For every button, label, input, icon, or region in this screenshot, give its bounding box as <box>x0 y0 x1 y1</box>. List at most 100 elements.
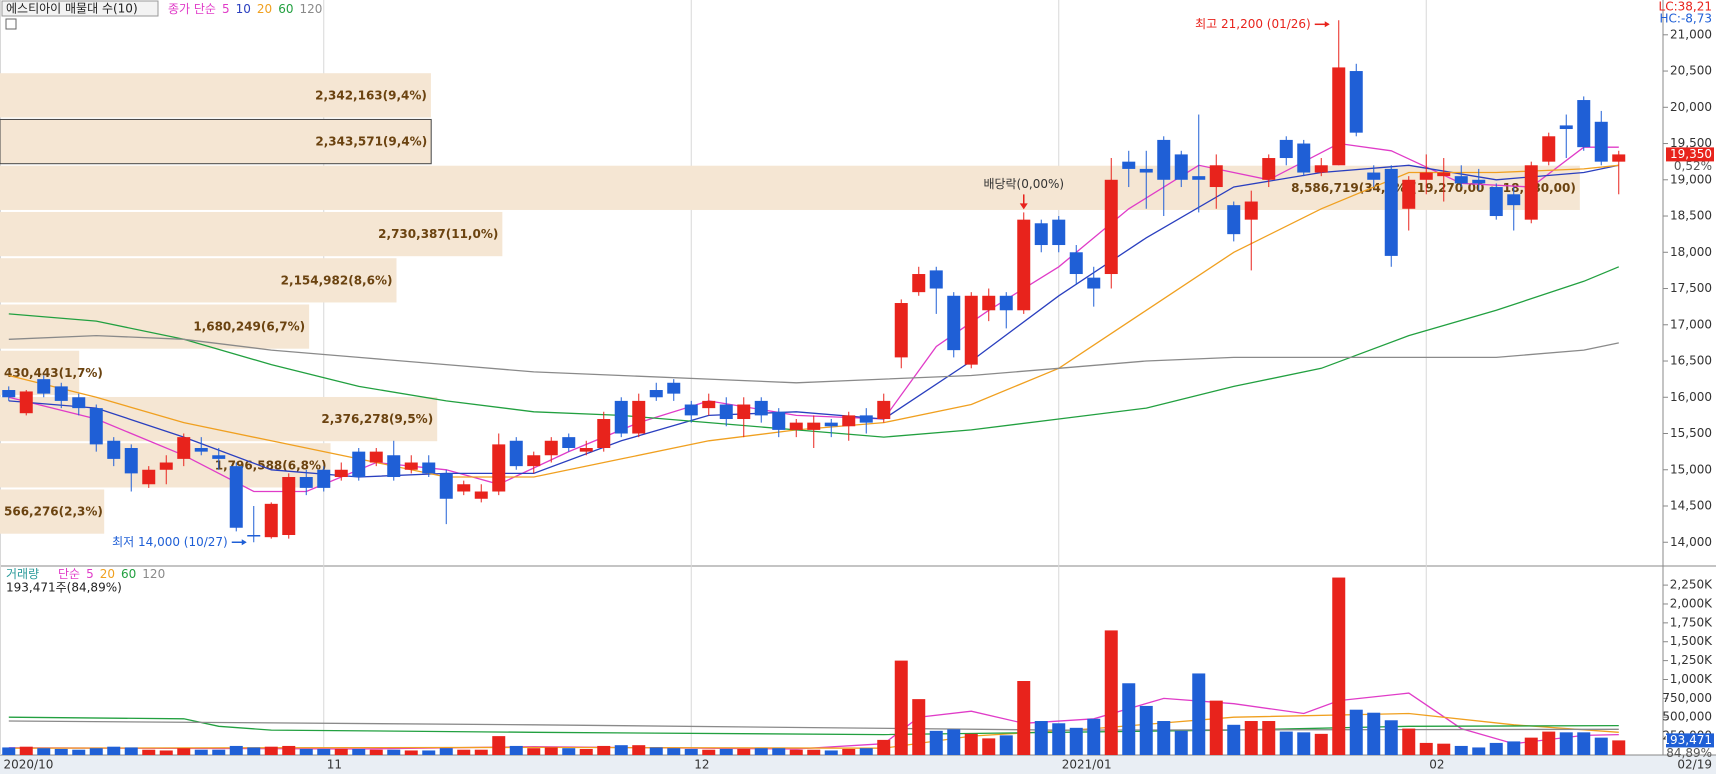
candle-body <box>282 477 296 536</box>
candle-body <box>772 411 786 430</box>
candle-body <box>527 455 541 467</box>
labels: 2020/10 11 12 2021/01 02 14,000 14,500 15,000 15… <box>4 0 1714 772</box>
volume-bar <box>1594 737 1608 755</box>
candle-body <box>1489 187 1503 217</box>
candle-body <box>1104 179 1118 275</box>
volume-bar <box>894 660 908 755</box>
candle-body <box>1297 143 1311 173</box>
volume-bar <box>877 739 891 755</box>
volume-bar <box>457 749 471 755</box>
volume-bar <box>1384 720 1398 755</box>
volume-bar <box>1419 742 1433 755</box>
x-tick-label: 02 <box>1429 758 1444 772</box>
legend: 종가 단순 5 10 20 60 120 <box>168 2 322 16</box>
profile-value: 2,730,387(11,0%) <box>378 227 498 241</box>
volume-bar <box>859 748 873 755</box>
profile-label: 2,376,278(9,5%) <box>321 412 433 426</box>
volume-bar <box>1279 731 1293 755</box>
profile-bar <box>0 304 310 349</box>
legend-entry: 10 <box>236 2 251 16</box>
y-tick-label: 2,250K <box>1670 578 1713 592</box>
candle-body <box>562 437 576 449</box>
volume-bar <box>124 747 138 755</box>
y-tick-label: 20,500 <box>1670 64 1712 78</box>
last-volume-box <box>1666 733 1714 748</box>
candle-body <box>89 408 103 445</box>
candle-body <box>999 295 1013 311</box>
event-arrow-head <box>1019 203 1028 210</box>
volume-bar <box>789 749 803 755</box>
candle-body <box>789 422 803 430</box>
y-tick-label: 18,500 <box>1670 209 1712 223</box>
candle-body <box>264 503 278 538</box>
last-price-label: 19,350 <box>1670 147 1712 161</box>
y-tick-label: 21,000 <box>1670 27 1712 41</box>
volume-bar <box>387 749 401 755</box>
settings-icon[interactable] <box>5 18 17 30</box>
y-tick-label: 1,250K <box>1670 653 1713 667</box>
candle-body <box>1349 71 1363 133</box>
title-box <box>1 0 159 17</box>
volume-bar <box>807 749 821 755</box>
candle-body <box>2 390 16 398</box>
profile-bar <box>0 258 397 303</box>
candle-body <box>1367 172 1381 180</box>
ma-line <box>8 164 1619 478</box>
candle-body <box>229 466 243 528</box>
volume-bar <box>334 748 348 755</box>
volume-bar <box>142 749 156 755</box>
candle-body <box>877 400 891 420</box>
volume-bar <box>772 748 786 755</box>
legend-entry: 60 <box>121 567 136 581</box>
y-tick-label: 19,500 <box>1670 136 1712 150</box>
volume-bar <box>1472 747 1486 755</box>
candle-body <box>859 415 873 423</box>
candle-body <box>719 404 733 420</box>
volume-bar <box>597 745 611 755</box>
candle-body <box>1087 277 1101 289</box>
date-axis-band <box>0 755 1716 774</box>
profile-label: 1,680,249(6,7%) <box>193 319 305 333</box>
volume-bar <box>632 745 646 755</box>
volume-bar <box>684 748 698 755</box>
volume-bar <box>562 748 576 755</box>
y-tick-label: 20,000 <box>1670 100 1712 114</box>
candle-body <box>632 400 646 434</box>
volume-bar <box>544 747 558 755</box>
profile-label: 2,343,571(9,4%) <box>315 134 427 148</box>
candle-body <box>1419 172 1433 180</box>
candle-body <box>807 422 821 430</box>
y-tick-label: 2,000K <box>1670 596 1713 610</box>
legend-entry: 120 <box>142 567 165 581</box>
volume-bar <box>1104 630 1118 755</box>
profile-value: 2,376,278(9,5%) <box>321 412 433 426</box>
candle-body <box>1437 172 1451 177</box>
candle-body <box>492 444 506 492</box>
candle-body <box>1454 176 1468 184</box>
candle-body <box>54 386 68 401</box>
volume-bar <box>1297 732 1311 755</box>
volume-bar <box>737 748 751 755</box>
candle-body <box>684 404 698 416</box>
candle-body <box>614 400 628 434</box>
volume-bar <box>1542 731 1556 755</box>
candle-body <box>964 295 978 365</box>
candle-body <box>474 491 488 499</box>
candle-body <box>299 477 313 488</box>
volume-bar <box>1559 732 1573 755</box>
volume-bar <box>422 750 436 755</box>
ma-line <box>8 266 1620 438</box>
profile-label: 2,154,982(8,6%) <box>281 273 393 287</box>
y-tick-label: 500,000 <box>1662 710 1712 724</box>
candle-body <box>422 462 436 474</box>
x-tick-label: 2020/10 <box>4 758 54 772</box>
volume-bar <box>177 748 191 755</box>
volume-bar <box>1314 733 1328 755</box>
y-tick-label: 16,000 <box>1670 390 1712 404</box>
y-tick-label: 19,000 <box>1670 172 1712 186</box>
candle-body <box>177 437 191 459</box>
profile-value: 2,154,982(8,6%) <box>281 273 393 287</box>
last-price-box <box>1666 147 1714 162</box>
candle-body <box>929 270 943 289</box>
chart-title: 에스티아이 매물대 수(10) <box>6 2 138 16</box>
